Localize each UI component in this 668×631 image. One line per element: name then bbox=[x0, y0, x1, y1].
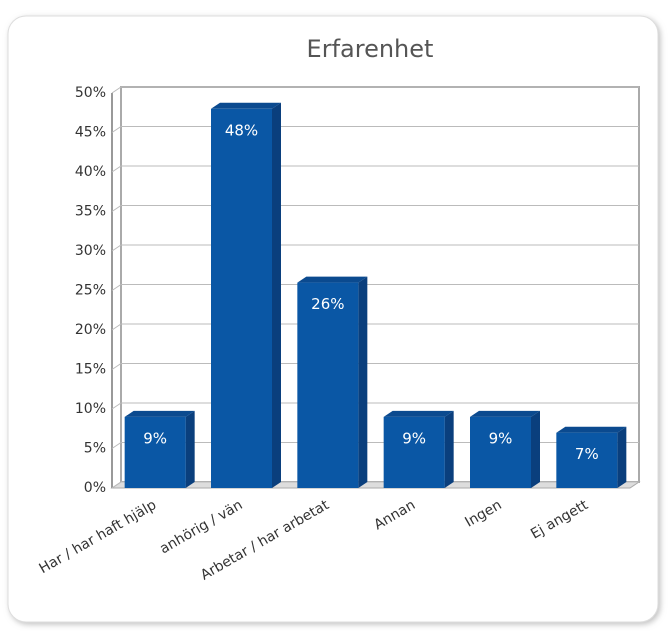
y-tick-label: 40% bbox=[75, 164, 106, 180]
bar bbox=[470, 416, 531, 488]
data-label: 9% bbox=[489, 429, 513, 447]
bar-top bbox=[297, 276, 368, 283]
bar-side bbox=[531, 410, 540, 488]
bar-top bbox=[383, 410, 454, 417]
bar-side bbox=[272, 102, 281, 489]
grid-line bbox=[111, 165, 639, 173]
y-tick-label: 15% bbox=[75, 362, 106, 378]
bar-top bbox=[211, 102, 281, 109]
bar bbox=[556, 432, 618, 488]
data-label: 7% bbox=[575, 445, 599, 463]
chart-title: Erfarenhet bbox=[307, 35, 434, 63]
data-label: 48% bbox=[225, 121, 258, 139]
y-tick-label: 50% bbox=[75, 85, 106, 101]
grid-line bbox=[111, 244, 639, 252]
bar-side bbox=[185, 410, 195, 488]
grid-line bbox=[111, 86, 639, 94]
grid-line bbox=[111, 442, 639, 449]
grid-line bbox=[111, 284, 639, 291]
y-tick-label: 35% bbox=[75, 204, 106, 220]
y-tick-label: 45% bbox=[75, 125, 106, 141]
grid-line bbox=[111, 363, 639, 370]
data-label: 9% bbox=[402, 429, 426, 447]
grid-line bbox=[111, 126, 639, 133]
bar-side bbox=[358, 276, 368, 488]
bar bbox=[124, 416, 186, 488]
data-label: 9% bbox=[143, 429, 167, 447]
y-tick-label: 10% bbox=[75, 401, 106, 417]
bar-side bbox=[617, 426, 627, 488]
y-tick-label: 5% bbox=[84, 441, 106, 457]
bar bbox=[297, 282, 359, 488]
bar-top bbox=[124, 410, 195, 417]
grid-line bbox=[111, 323, 639, 331]
grid-line bbox=[111, 205, 639, 212]
y-tick-label: 25% bbox=[75, 283, 106, 299]
data-label: 26% bbox=[311, 295, 344, 313]
bar-top bbox=[556, 426, 627, 433]
bar-top bbox=[470, 410, 540, 417]
y-tick-label: 30% bbox=[75, 243, 106, 259]
grid-line bbox=[111, 402, 639, 410]
y-tick-label: 20% bbox=[75, 322, 106, 338]
bar bbox=[211, 108, 272, 489]
grid-line bbox=[111, 481, 639, 489]
bar bbox=[383, 416, 445, 488]
bar-side bbox=[444, 410, 454, 488]
y-tick-label: 0% bbox=[84, 480, 106, 496]
